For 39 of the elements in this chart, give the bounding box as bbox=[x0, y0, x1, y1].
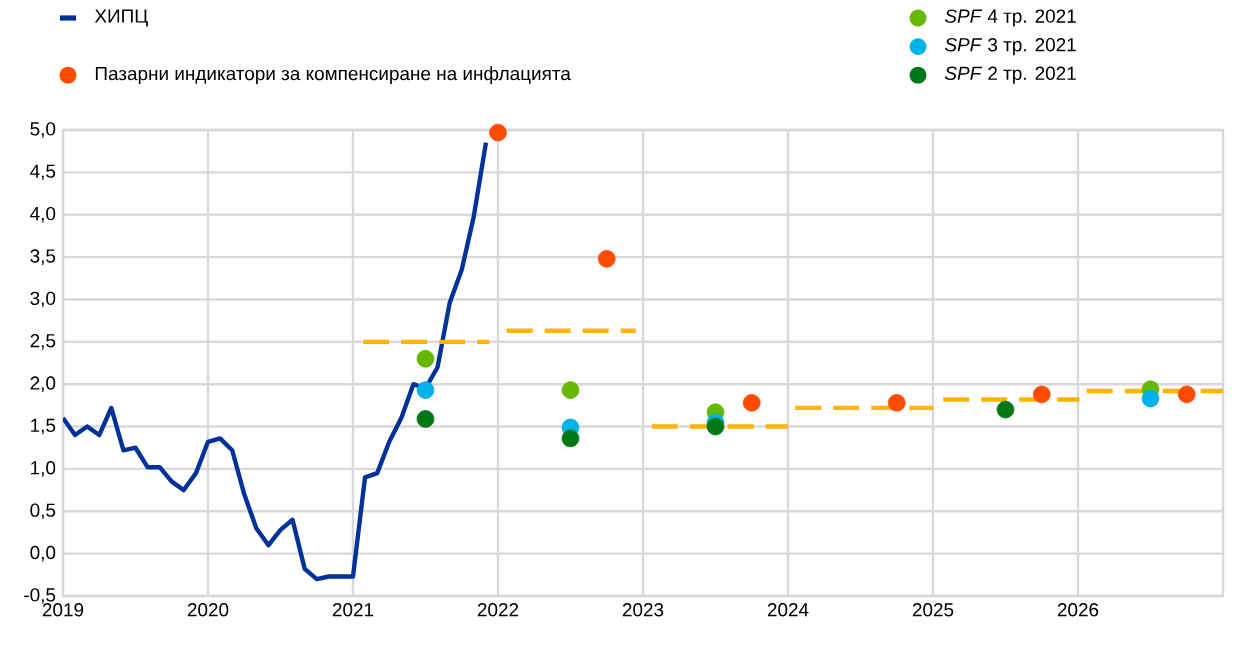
point bbox=[561, 381, 580, 399]
point bbox=[742, 394, 761, 412]
legend-label: Пазарни индикатори за компенсиране на инфлацията bbox=[95, 66, 571, 85]
point bbox=[416, 381, 435, 399]
x-tick-label: 2025 bbox=[912, 603, 954, 617]
legend-label: SPF 4 тр. 2021 bbox=[944, 9, 1076, 27]
point bbox=[416, 410, 435, 428]
point bbox=[1141, 389, 1160, 408]
y-tick-label: 4,0 bbox=[30, 206, 56, 223]
y-tick-label: 2,5 bbox=[30, 334, 56, 350]
point bbox=[887, 394, 906, 412]
legend-label: ХИПЦ bbox=[94, 9, 148, 27]
x-tick-label: 2026 bbox=[1057, 603, 1099, 617]
point bbox=[1032, 385, 1051, 404]
y-tick-label: 5,0 bbox=[30, 122, 56, 138]
point bbox=[561, 429, 580, 448]
x-tick-label: 2023 bbox=[622, 603, 664, 617]
x-tick-label: 2019 bbox=[42, 603, 84, 617]
point bbox=[996, 400, 1015, 419]
y-tick-label: 2,0 bbox=[30, 376, 56, 393]
point bbox=[597, 249, 616, 268]
y-tick-label: 1,5 bbox=[31, 418, 56, 435]
y-tick-label: 3,5 bbox=[30, 249, 56, 265]
x-tick-label: 2021 bbox=[332, 603, 374, 617]
x-tick-label: 2022 bbox=[477, 603, 519, 617]
y-tick-label: 4,5 bbox=[30, 164, 56, 181]
y-tick-label: 0,5 bbox=[30, 503, 56, 520]
point bbox=[489, 123, 507, 142]
y-tick-label: 0,0 bbox=[30, 545, 56, 562]
y-tick-label: 3,0 bbox=[30, 291, 56, 308]
point bbox=[416, 349, 435, 368]
x-tick-label: 2020 bbox=[187, 603, 229, 617]
y-tick-label: -0,5 bbox=[24, 588, 56, 604]
point bbox=[1177, 385, 1196, 404]
point bbox=[706, 417, 725, 436]
y-tick-label: 1,0 bbox=[31, 461, 56, 477]
x-tick-label: 2024 bbox=[767, 603, 809, 617]
legend-label: SPF 3 тр. 2021 bbox=[944, 38, 1076, 56]
legend-label: SPF 2 тр. 2021 bbox=[944, 66, 1076, 84]
